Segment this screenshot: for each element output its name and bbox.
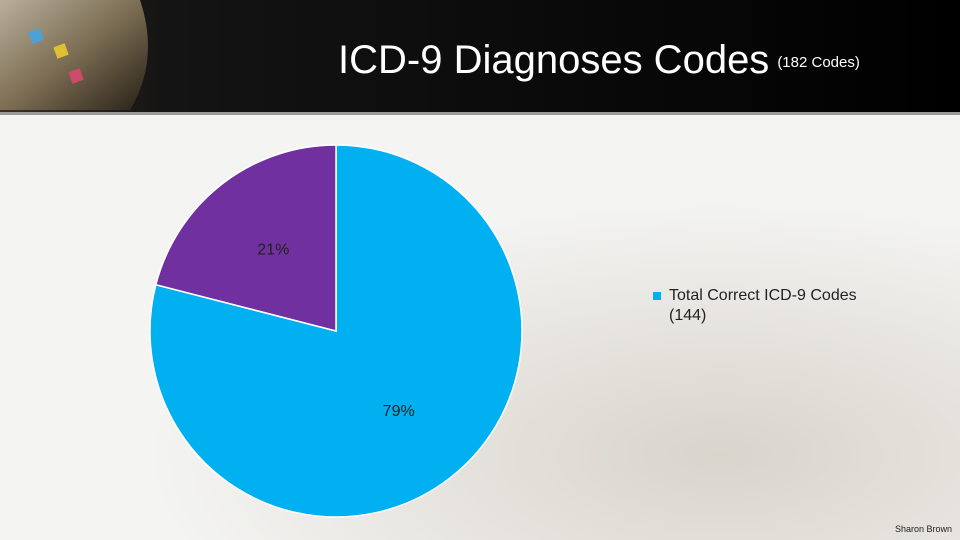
pie-slice	[154, 144, 337, 332]
footer: Sharon Brown	[894, 524, 952, 534]
legend: Total Correct ICD-9 Codes (144)	[653, 286, 895, 326]
data-label: 79%	[383, 403, 415, 420]
legend-label: Total Correct ICD-9 Codes (144)	[669, 287, 857, 324]
legend-swatch	[653, 292, 661, 300]
data-label: 21%	[257, 241, 289, 258]
subtitle: (182 Codes)	[777, 54, 860, 71]
title-text: ICD-9 Diagnoses Codes	[338, 38, 770, 82]
slide-title: ICD-9 Diagnoses Codes (182 Codes)	[338, 38, 860, 83]
legend-entry: Total Correct ICD-9 Codes (144)	[653, 286, 895, 326]
